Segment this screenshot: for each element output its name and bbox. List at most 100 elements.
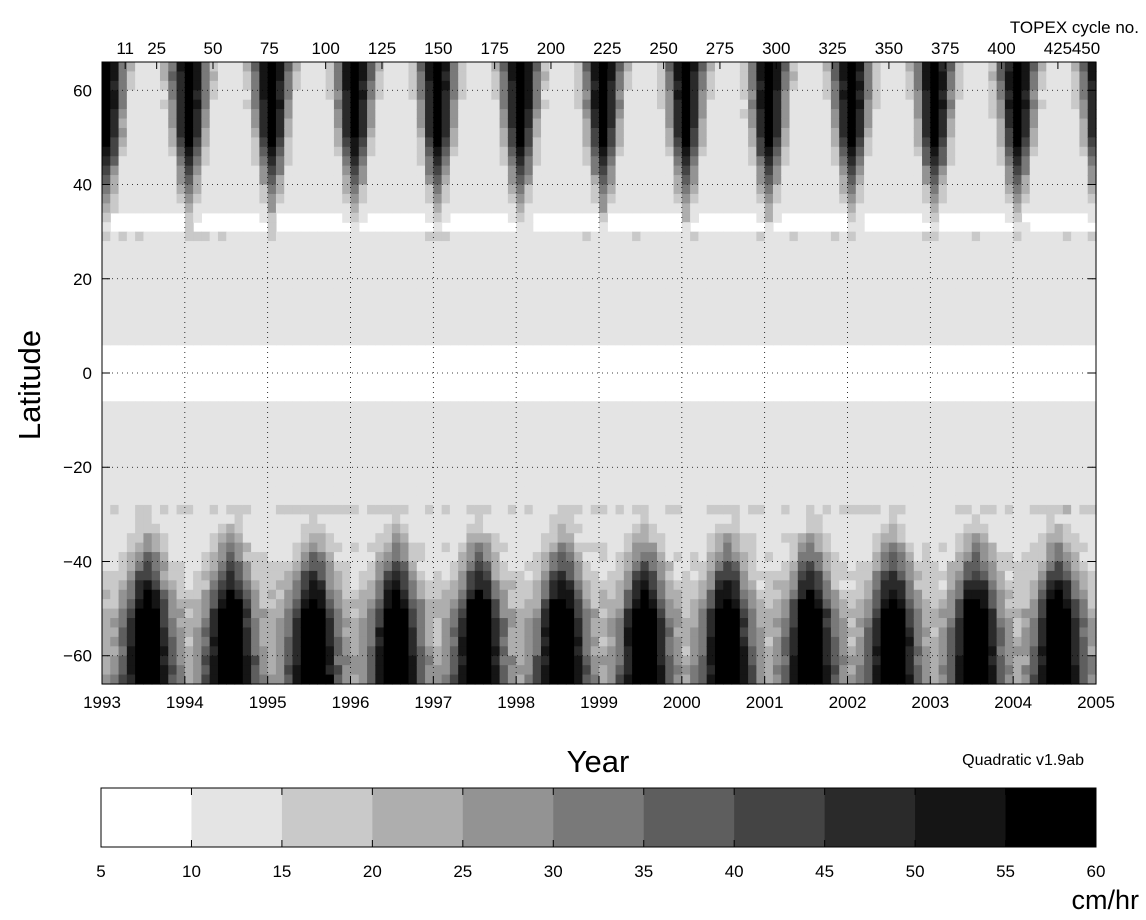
heatmap-cell — [259, 401, 269, 412]
heatmap-cell — [159, 401, 169, 412]
heatmap-cell — [433, 570, 443, 581]
heatmap-cell — [532, 109, 542, 120]
heatmap-cell — [110, 457, 120, 468]
heatmap-cell — [656, 599, 666, 610]
heatmap-cell — [333, 448, 343, 459]
heatmap-cell — [226, 62, 236, 73]
heatmap-cell — [143, 599, 153, 610]
heatmap-cell — [284, 156, 294, 167]
heatmap-cell — [309, 476, 318, 487]
heatmap-cell — [565, 316, 575, 327]
heatmap-cell — [317, 203, 327, 214]
heatmap-cell — [251, 533, 260, 544]
heatmap-cell — [648, 288, 658, 299]
heatmap-cell — [557, 316, 567, 327]
heatmap-cell — [193, 146, 202, 157]
heatmap-cell — [118, 175, 128, 186]
heatmap-cell — [309, 203, 318, 214]
heatmap-cell — [358, 259, 368, 270]
heatmap-cell — [433, 118, 443, 129]
heatmap-cell — [275, 146, 285, 157]
heatmap-cell — [425, 561, 434, 572]
heatmap-cell — [201, 156, 211, 167]
heatmap-cell — [135, 90, 145, 101]
heatmap-cell — [159, 608, 169, 619]
heatmap-cell — [367, 542, 376, 553]
heatmap-cell — [574, 325, 584, 336]
heatmap-cell — [615, 495, 625, 506]
heatmap-cell — [706, 278, 716, 289]
heatmap-cell — [375, 608, 385, 619]
heatmap-cell — [574, 674, 584, 685]
heatmap-cell — [367, 99, 376, 110]
heatmap-cell — [681, 175, 691, 186]
heatmap-cell — [640, 618, 650, 629]
heatmap-cell — [640, 448, 650, 459]
heatmap-cell — [193, 448, 202, 459]
heatmap-cell — [375, 278, 385, 289]
heatmap-cell — [309, 429, 318, 440]
heatmap-cell — [723, 627, 733, 638]
heatmap-cell — [781, 184, 791, 195]
heatmap-cell — [731, 99, 741, 110]
heatmap-cell — [739, 552, 749, 563]
heatmap-cell — [532, 580, 542, 591]
heatmap-cell — [665, 438, 675, 449]
heatmap-cell — [607, 80, 617, 91]
heatmap-cell — [582, 62, 592, 73]
heatmap-cell — [159, 636, 169, 647]
heatmap-cell — [565, 137, 575, 148]
heatmap-cell — [772, 288, 782, 299]
heatmap-cell — [118, 608, 128, 619]
heatmap-cell — [400, 646, 410, 657]
heatmap-cell — [126, 467, 136, 478]
heatmap-cell — [681, 467, 691, 478]
heatmap-cell — [466, 665, 476, 676]
heatmap-cell — [217, 80, 227, 91]
heatmap-cell — [159, 146, 169, 157]
heatmap-cell — [582, 655, 592, 666]
heatmap-cell — [582, 636, 592, 647]
heatmap-cell — [491, 250, 501, 261]
heatmap-cell — [590, 438, 600, 449]
heatmap-cell — [507, 420, 517, 431]
heatmap-cell — [723, 552, 733, 563]
heatmap-cell — [143, 646, 153, 657]
heatmap-cell — [582, 231, 592, 242]
heatmap-cell — [242, 552, 252, 563]
heatmap-cell — [656, 62, 666, 73]
heatmap-cell — [259, 109, 269, 120]
heatmap-cell — [565, 457, 575, 468]
heatmap-cell — [698, 175, 708, 186]
heatmap-cell — [309, 278, 318, 289]
heatmap-cell — [507, 90, 517, 101]
heatmap-cell — [416, 193, 426, 204]
heatmap-cell — [590, 184, 600, 195]
heatmap-cell — [391, 570, 401, 581]
heatmap-cell — [507, 476, 517, 487]
heatmap-cell — [367, 325, 376, 336]
heatmap-cell — [367, 269, 376, 280]
heatmap-cell — [217, 297, 227, 308]
heatmap-cell — [797, 523, 807, 534]
heatmap-cell — [739, 288, 749, 299]
heatmap-cell — [582, 175, 592, 186]
heatmap-cell — [797, 580, 807, 591]
heatmap-cell — [110, 231, 120, 242]
heatmap-cell — [217, 420, 227, 431]
heatmap-cell — [806, 288, 815, 299]
heatmap-cell — [242, 90, 252, 101]
heatmap-cell — [656, 269, 666, 280]
heatmap-cell — [126, 618, 136, 629]
heatmap-cell — [350, 118, 360, 129]
heatmap-cell — [681, 570, 691, 581]
heatmap-cell — [126, 523, 136, 534]
heatmap-cell — [541, 599, 550, 610]
heatmap-cell — [781, 448, 791, 459]
heatmap-cell — [234, 476, 244, 487]
heatmap-cell — [300, 203, 310, 214]
heatmap-cell — [383, 109, 393, 120]
heatmap-cell — [226, 241, 236, 252]
heatmap-cell — [466, 165, 476, 176]
heatmap-cell — [632, 99, 642, 110]
